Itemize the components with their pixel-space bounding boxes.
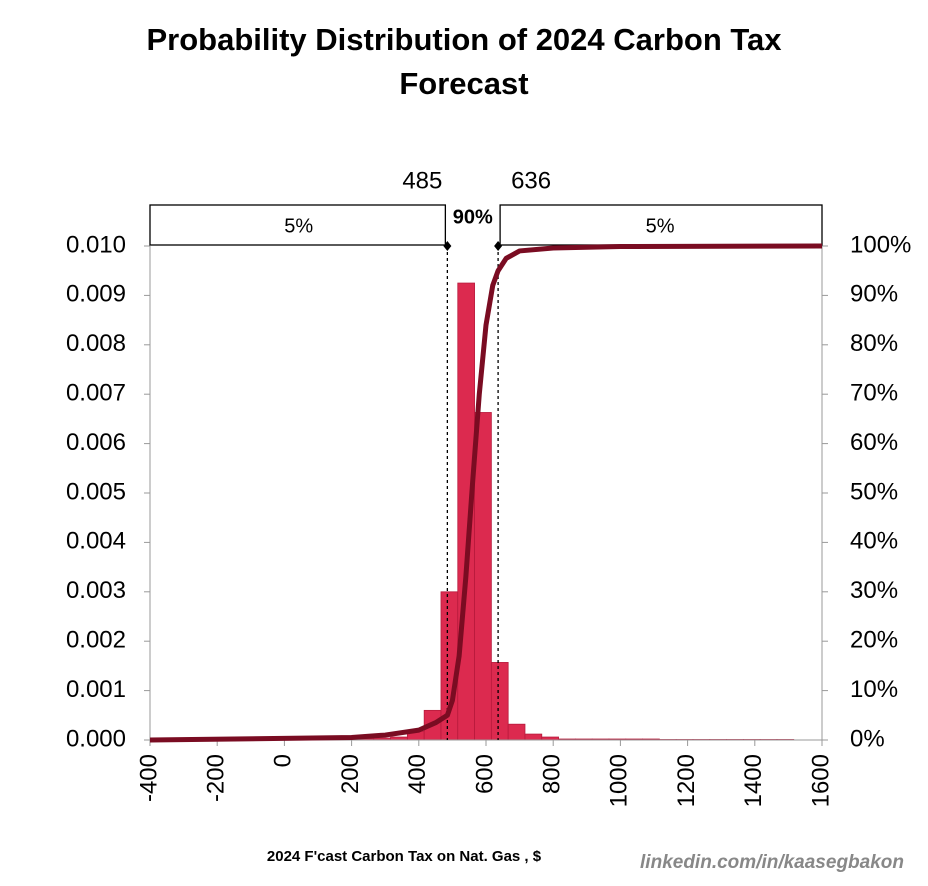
region-label: 5% bbox=[284, 215, 313, 237]
chart-title: Probability Distribution of 2024 Carbon … bbox=[146, 22, 782, 101]
x-tick-label: 200 bbox=[337, 754, 364, 794]
region-box bbox=[149, 204, 447, 246]
x-tick-label: 600 bbox=[471, 754, 498, 794]
y2-tick-label: 20% bbox=[850, 627, 898, 654]
x-tick-label: 800 bbox=[539, 754, 566, 794]
y-tick-label: 0.004 bbox=[66, 528, 126, 555]
y2-tick-label: 90% bbox=[850, 281, 898, 308]
bar bbox=[490, 662, 509, 741]
y2-tick-label: 40% bbox=[850, 528, 898, 555]
x-tick-label: 1600 bbox=[807, 754, 834, 807]
y-tick-label: 0.005 bbox=[66, 478, 126, 505]
region-label: 5% bbox=[646, 215, 675, 237]
title-box: Probability Distribution of 2024 Carbon … bbox=[146, 22, 782, 101]
y-tick-label: 0.001 bbox=[66, 676, 126, 703]
cdf-line bbox=[149, 243, 823, 743]
y2-tick-label: 60% bbox=[850, 429, 898, 456]
y-tick-label: 0.008 bbox=[66, 330, 126, 357]
y-tick-label: 0.006 bbox=[66, 429, 126, 456]
y-tick-label: 0.000 bbox=[66, 725, 126, 752]
x-tick-label: 1400 bbox=[740, 754, 767, 807]
bar bbox=[507, 723, 526, 741]
y-tick-label: 0.002 bbox=[66, 627, 126, 654]
y2-tick-label: 30% bbox=[850, 577, 898, 604]
x-axis-label: 2024 F'cast Carbon Tax on Nat. Gas , $ bbox=[267, 848, 542, 865]
x-tick-label: 1000 bbox=[606, 754, 633, 807]
x-tick-label: -200 bbox=[203, 754, 230, 802]
region-box bbox=[499, 204, 823, 246]
x-tick-label: -400 bbox=[135, 754, 162, 802]
marker-label: 485 bbox=[402, 167, 442, 194]
y-tick-label: 0.007 bbox=[66, 380, 126, 407]
watermark: linkedin.com/in/kaasegbakon bbox=[640, 852, 904, 873]
x-tick-label: 0 bbox=[270, 754, 297, 767]
y-tick-label: 0.010 bbox=[66, 231, 126, 258]
y-tick-label: 0.009 bbox=[66, 281, 126, 308]
x-tick-label: 400 bbox=[404, 754, 431, 794]
y2-tick-label: 10% bbox=[850, 676, 898, 703]
y2-tick-label: 50% bbox=[850, 478, 898, 505]
y2-tick-label: 80% bbox=[850, 330, 898, 357]
bar bbox=[524, 733, 543, 741]
bar bbox=[474, 412, 492, 741]
x-tick-label: 1200 bbox=[673, 754, 700, 807]
region-label: 90% bbox=[453, 206, 493, 228]
y2-tick-label: 100% bbox=[850, 231, 911, 258]
marker-label: 636 bbox=[511, 167, 551, 194]
y-tick-label: 0.003 bbox=[66, 577, 126, 604]
y2-tick-label: 0% bbox=[850, 725, 885, 752]
y2-tick-label: 70% bbox=[850, 380, 898, 407]
